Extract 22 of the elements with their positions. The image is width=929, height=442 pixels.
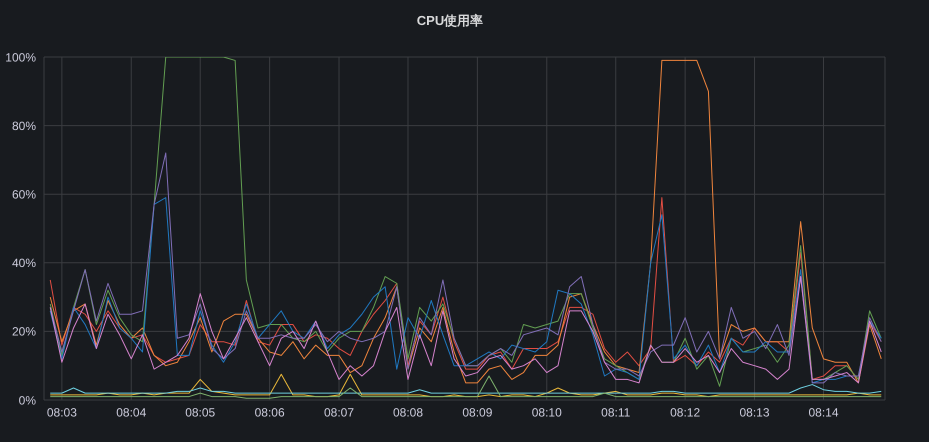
y-tick-label: 100%: [5, 50, 36, 64]
y-tick-label: 0%: [18, 393, 36, 408]
x-tick-label: 08:04: [116, 406, 147, 420]
x-tick-label: 08:11: [601, 406, 631, 420]
x-tick-label: 08:13: [740, 406, 770, 420]
chart-title: CPU使用率: [416, 12, 484, 30]
y-tick-label: 20%: [12, 324, 36, 339]
y-tick-label: 40%: [12, 256, 36, 270]
y-tick-label: 80%: [12, 118, 36, 133]
x-tick-label: 08:07: [324, 406, 354, 420]
x-tick-label: 08:14: [808, 406, 839, 420]
x-tick-label: 08:09: [462, 406, 493, 420]
line-series: [50, 384, 882, 394]
x-tick-label: 08:08: [392, 406, 424, 420]
x-tick-label: 08:05: [185, 406, 216, 420]
x-tick-label: 08:03: [46, 406, 78, 420]
y-tick-label: 60%: [12, 187, 36, 202]
x-tick-label: 08:12: [670, 406, 700, 420]
x-tick-label: 08:10: [532, 406, 562, 420]
line-series: [50, 152, 882, 384]
line-series: [50, 276, 882, 384]
x-tick-label: 08:06: [254, 406, 285, 420]
